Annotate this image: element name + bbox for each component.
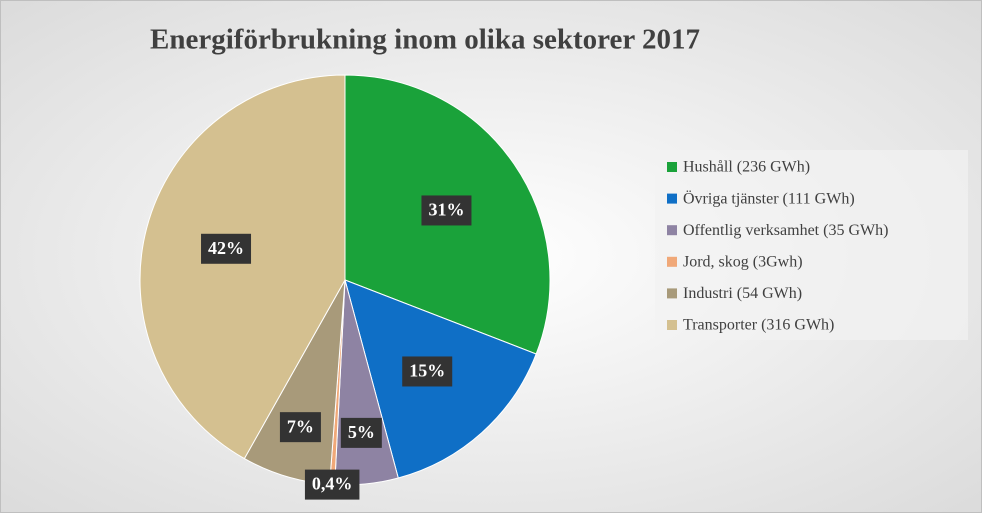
data-label-box [402,356,453,387]
data-label-box [201,233,252,264]
pie-slice [139,74,346,460]
legend-swatch [667,320,677,330]
data-label: 7% [287,416,314,436]
legend-box [655,150,968,340]
data-label-box [421,195,472,226]
data-label-box [304,469,360,500]
legend-label: Hushåll (236 GWh) [683,159,810,176]
legend-label: Industri (54 GWh) [683,285,802,302]
data-label-box [279,412,321,443]
data-label: 5% [348,422,375,442]
legend-swatch [667,193,677,204]
legend-label: Jord, skog (3Gwh) [683,253,803,270]
data-label: 31% [428,200,464,220]
data-label-box [340,417,382,448]
legend-swatch [667,162,677,172]
data-label: 15% [409,361,445,381]
legend-swatch [667,256,677,267]
chart-title: Energiförbrukning inom olika sektorer 20… [150,24,700,56]
data-label: 42% [208,238,244,258]
legend-swatch [667,288,677,299]
legend-swatch [667,225,677,236]
legend-label: Övriga tjänster (111 GWh) [683,189,855,207]
legend-label: Transporter (316 GWh) [683,317,834,334]
legend-label: Offentlig verksamhet (35 GWh) [683,222,888,239]
data-label: 0,4% [312,474,353,494]
